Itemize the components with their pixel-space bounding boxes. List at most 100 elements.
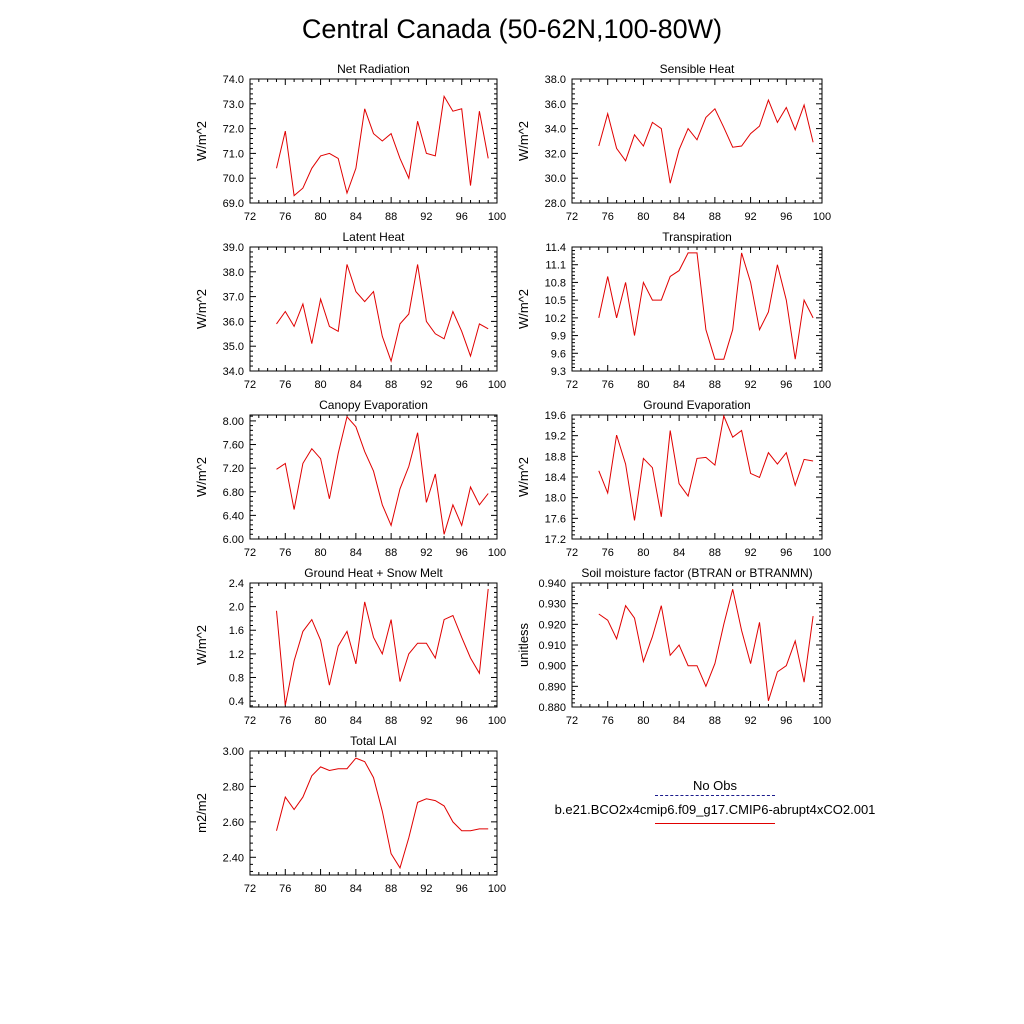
x-tick-label: 84 [673,211,685,223]
x-tick-label: 100 [488,715,506,727]
panel-title: Ground Evaporation [643,398,750,412]
x-tick-label: 76 [602,715,614,727]
x-tick-label: 88 [385,547,397,559]
legend: No Obs b.e21.BCO2x4cmip6.f09_g17.CMIP6-a… [520,778,910,824]
y-tick-label: 0.920 [538,619,566,631]
x-tick-label: 92 [420,379,432,391]
x-tick-label: 72 [244,379,256,391]
panel-title: Ground Heat + Snow Melt [304,566,443,580]
y-tick-label: 37.0 [223,292,244,304]
y-axis-label: m2/m2 [194,793,209,833]
y-axis-label: unitless [516,622,531,667]
plot-frame [571,582,823,708]
legend-model-label: b.e21.BCO2x4cmip6.f09_g17.CMIP6-abrupt4x… [554,802,876,817]
y-tick-label: 38.0 [223,267,244,279]
panel-title: Canopy Evaporation [319,398,428,412]
y-tick-label: 11.4 [545,242,566,254]
x-tick-label: 96 [456,883,468,895]
x-tick-label: 92 [420,211,432,223]
x-tick-label: 96 [456,211,468,223]
x-tick-label: 84 [350,379,362,391]
series-line [276,264,489,363]
plot-frame [571,78,823,204]
y-tick-label: 28.0 [545,198,566,210]
x-tick-label: 72 [244,547,256,559]
x-tick-label: 76 [602,211,614,223]
y-tick-label: 30.0 [545,173,566,185]
x-tick-label: 88 [385,379,397,391]
x-tick-label: 80 [314,883,326,895]
y-tick-label: 18.8 [545,451,566,463]
x-tick-label: 88 [709,211,721,223]
y-tick-label: 10.5 [545,295,566,307]
x-tick-label: 88 [385,883,397,895]
x-tick-label: 76 [279,883,291,895]
x-tick-label: 100 [813,379,831,391]
y-tick-label: 69.0 [223,198,244,210]
series-line [276,588,489,706]
y-axis-label: W/m^2 [194,121,209,161]
x-tick-label: 84 [673,715,685,727]
x-tick-label: 72 [244,715,256,727]
y-tick-label: 19.6 [545,410,566,422]
y-tick-label: 6.40 [223,510,244,522]
x-tick-label: 92 [744,715,756,727]
y-tick-label: 2.40 [223,852,244,864]
y-tick-label: 32.0 [545,148,566,160]
x-tick-label: 100 [488,547,506,559]
series-line [598,98,814,184]
panel-3: Latent Heat W/m^2 72 76 80 84 88 92 96 100 34.0 35.… [194,230,506,391]
y-tick-label: 2.60 [223,817,244,829]
y-tick-label: 74.0 [223,74,244,86]
x-tick-label: 96 [780,715,792,727]
x-tick-label: 84 [350,547,362,559]
panel-1: Net Radiation W/m^2 72 76 80 84 88 92 96 100 69.0 7… [194,62,506,223]
x-tick-label: 92 [420,715,432,727]
x-tick-label: 96 [780,379,792,391]
y-tick-label: 3.00 [223,746,244,758]
y-tick-label: 70.0 [223,173,244,185]
x-tick-label: 84 [350,883,362,895]
y-tick-label: 1.2 [229,649,244,661]
panel-8: Soil moisture factor (BTRAN or BTRANMN) u… [516,566,831,727]
y-tick-label: 10.8 [545,277,566,289]
x-tick-label: 96 [780,547,792,559]
y-tick-label: 36.0 [223,316,244,328]
y-tick-label: 0.4 [229,696,244,708]
x-tick-label: 72 [566,379,578,391]
x-tick-label: 100 [813,715,831,727]
legend-obs-label: No Obs [692,778,738,793]
series-line [276,757,489,870]
x-tick-label: 88 [385,715,397,727]
plot-frame [571,246,823,372]
x-tick-label: 100 [488,379,506,391]
x-tick-label: 100 [813,547,831,559]
panel-2: Sensible Heat W/m^2 72 76 80 84 88 92 96 100 28.0 3… [516,62,831,223]
x-tick-label: 80 [314,547,326,559]
panel-7: Ground Heat + Snow Melt W/m^2 72 76 80 84 88 92… [194,566,506,727]
plot-frame [249,246,498,372]
x-tick-label: 72 [244,883,256,895]
x-tick-label: 80 [314,715,326,727]
panel-5: Canopy Evaporation W/m^2 72 76 80 84 88 92 96 100… [194,398,506,559]
x-tick-label: 96 [456,379,468,391]
x-tick-label: 80 [637,379,649,391]
legend-obs-line [655,795,775,796]
y-tick-label: 8.00 [223,416,244,428]
x-tick-label: 88 [385,211,397,223]
series-line [276,94,489,197]
x-tick-label: 76 [279,547,291,559]
panel-title: Soil moisture factor (BTRAN or BTRANMN) [581,566,812,580]
series-line [276,415,489,535]
y-tick-label: 0.940 [538,578,566,590]
plot-frame [249,750,498,876]
y-tick-label: 11.1 [545,260,566,272]
y-tick-label: 0.880 [538,702,566,714]
y-tick-label: 2.80 [223,781,244,793]
panel-title: Latent Heat [342,230,405,244]
x-tick-label: 80 [314,211,326,223]
x-tick-label: 100 [488,211,506,223]
x-tick-label: 84 [673,547,685,559]
y-tick-label: 34.0 [223,366,244,378]
x-tick-label: 88 [709,379,721,391]
